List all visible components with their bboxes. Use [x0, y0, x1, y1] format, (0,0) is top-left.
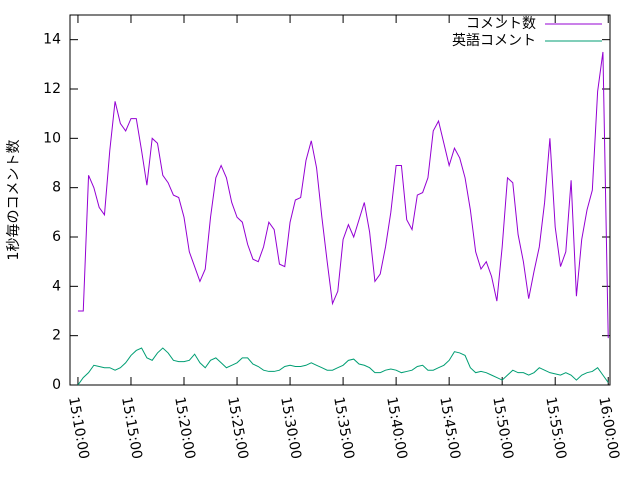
y-axis-label: 1秒毎のコメント数 [6, 140, 22, 261]
y-tick-label: 2 [52, 328, 61, 344]
y-tick-label: 14 [43, 32, 61, 48]
legend-label: 英語コメント [452, 32, 536, 49]
y-tick-label: 0 [52, 377, 61, 393]
y-tick-label: 6 [52, 229, 61, 245]
legend-label: コメント数 [466, 16, 536, 32]
y-tick-label: 4 [52, 278, 61, 294]
plot-border [69, 14, 611, 386]
y-tick-label: 10 [43, 130, 61, 146]
y-tick-label: 12 [43, 81, 61, 97]
series-line [77, 347, 609, 386]
y-tick-label: 8 [52, 180, 61, 196]
series-line [77, 51, 609, 339]
